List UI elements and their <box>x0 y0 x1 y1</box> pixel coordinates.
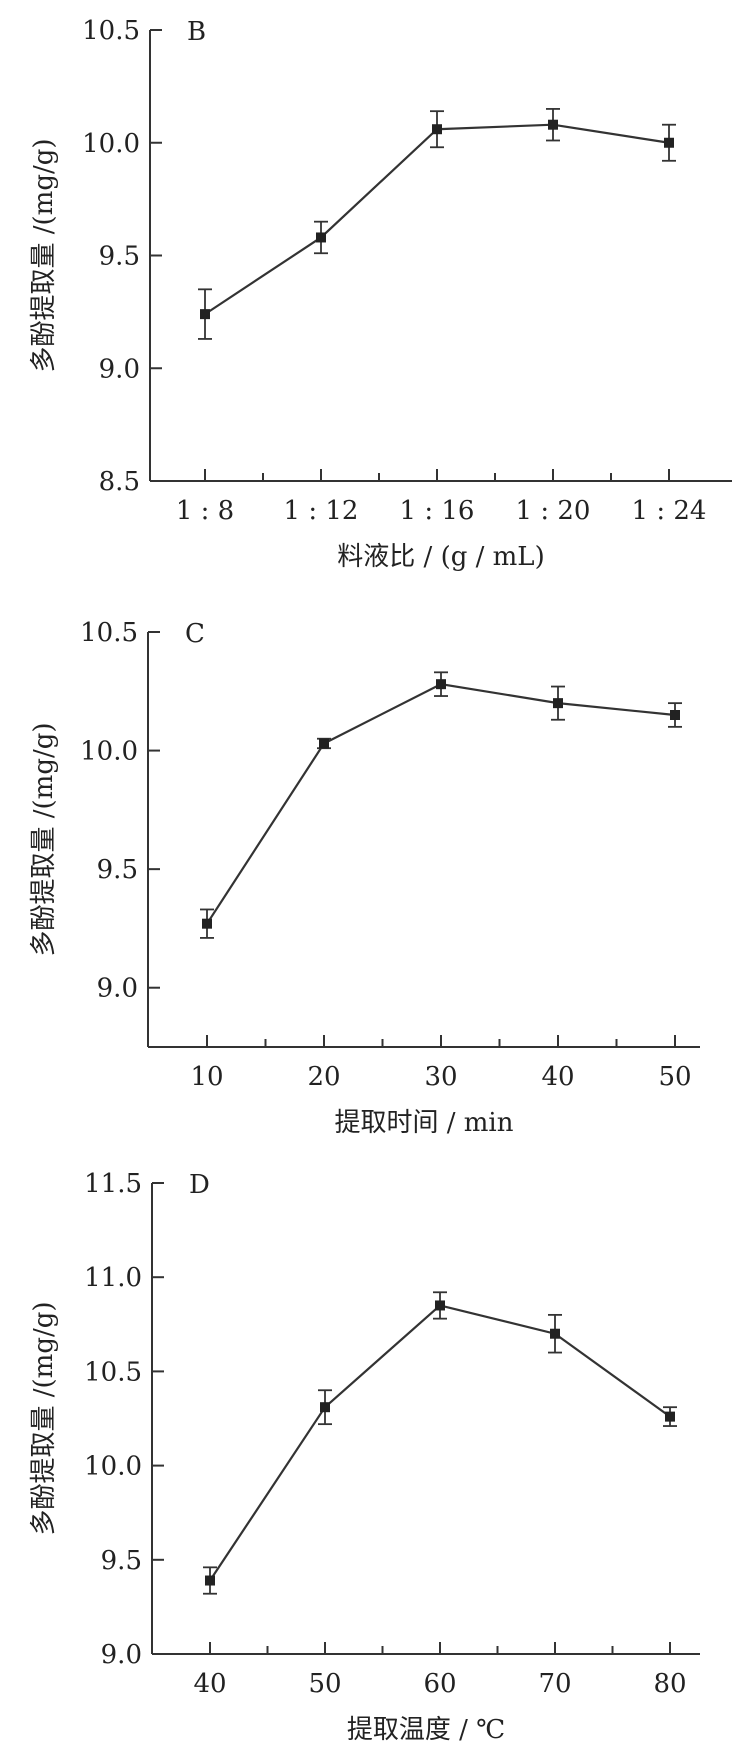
y-tick-label: 10.0 <box>84 1452 142 1482</box>
y-tick-label: 9.0 <box>101 1640 142 1670</box>
data-point <box>670 710 680 720</box>
panel-letter: C <box>185 619 205 649</box>
y-tick-label: 9.5 <box>101 1546 142 1576</box>
x-tick-label: 40 <box>193 1669 226 1699</box>
data-point <box>205 1575 215 1586</box>
y-tick-label: 9.0 <box>97 974 138 1004</box>
chart-panel-d: 9.0 9.5 10.0 10.5 11.0 11.5 40 50 60 70 80 D 提取温度 / … <box>29 1169 700 1745</box>
y-axis-title: 多酚提取量 /(mg/g) <box>29 1301 59 1535</box>
data-point <box>200 309 210 320</box>
y-axis-title: 多酚提取量 /(mg/g) <box>29 138 59 372</box>
data-point <box>664 137 674 148</box>
x-tick-label: 70 <box>538 1669 571 1699</box>
y-tick-label: 10.5 <box>84 1357 142 1387</box>
data-point <box>665 1411 675 1422</box>
series-line <box>209 1304 671 1582</box>
series-line <box>206 683 676 925</box>
data-point <box>320 1402 330 1413</box>
x-tick-label: 40 <box>541 1062 574 1092</box>
y-tick-label: 10.0 <box>80 737 138 767</box>
x-tick-label: 1 : 8 <box>176 496 234 526</box>
data-point <box>548 119 558 130</box>
y-tick-label: 10.0 <box>82 129 140 159</box>
x-axis-title: 提取温度 / ℃ <box>347 1715 505 1745</box>
data-point <box>319 738 329 749</box>
x-tick-label: 1 : 16 <box>400 496 475 526</box>
x-axis-title: 料液比 / (g / mL) <box>337 542 544 572</box>
y-tick-label: 9.0 <box>99 354 140 384</box>
y-axis-title: 多酚提取量 /(mg/g) <box>29 722 59 956</box>
x-tick-label: 50 <box>308 1669 341 1699</box>
x-tick-label: 50 <box>658 1062 691 1092</box>
x-tick-label: 10 <box>190 1062 223 1092</box>
y-tick-label: 10.5 <box>80 618 138 648</box>
x-axis-title: 提取时间 / min <box>334 1108 513 1138</box>
data-point <box>553 698 563 709</box>
y-tick-label: 9.5 <box>99 242 140 272</box>
y-tick-label: 8.5 <box>99 467 140 497</box>
y-tick-label: 11.0 <box>84 1263 142 1293</box>
x-tick-label: 80 <box>653 1669 686 1699</box>
chart-panel-b: 8.5 9.0 9.5 10.0 10.5 1 : 8 1 : 12 1 : 16 1 : 20… <box>29 16 732 572</box>
x-tick-label: 1 : 20 <box>516 496 591 526</box>
panel-letter: D <box>189 1170 210 1200</box>
y-tick-label: 9.5 <box>97 855 138 885</box>
panel-letter: B <box>187 17 206 47</box>
data-point <box>435 1300 445 1311</box>
x-tick-label: 60 <box>423 1669 456 1699</box>
data-point <box>432 124 442 135</box>
y-tick-label: 10.5 <box>82 16 140 46</box>
data-point <box>550 1328 560 1339</box>
y-tick-label: 11.5 <box>84 1169 142 1199</box>
x-tick-label: 20 <box>307 1062 340 1092</box>
series-line <box>204 123 670 316</box>
data-point <box>436 679 446 690</box>
x-tick-label: 1 : 12 <box>284 496 359 526</box>
data-point <box>202 918 212 929</box>
x-tick-label: 1 : 24 <box>632 496 707 526</box>
chart-panel-c: 9.0 9.5 10.0 10.5 10 20 30 40 50 C 提取时间 / min 多酚提取量… <box>29 618 700 1138</box>
data-point <box>316 232 326 243</box>
x-tick-label: 30 <box>424 1062 457 1092</box>
